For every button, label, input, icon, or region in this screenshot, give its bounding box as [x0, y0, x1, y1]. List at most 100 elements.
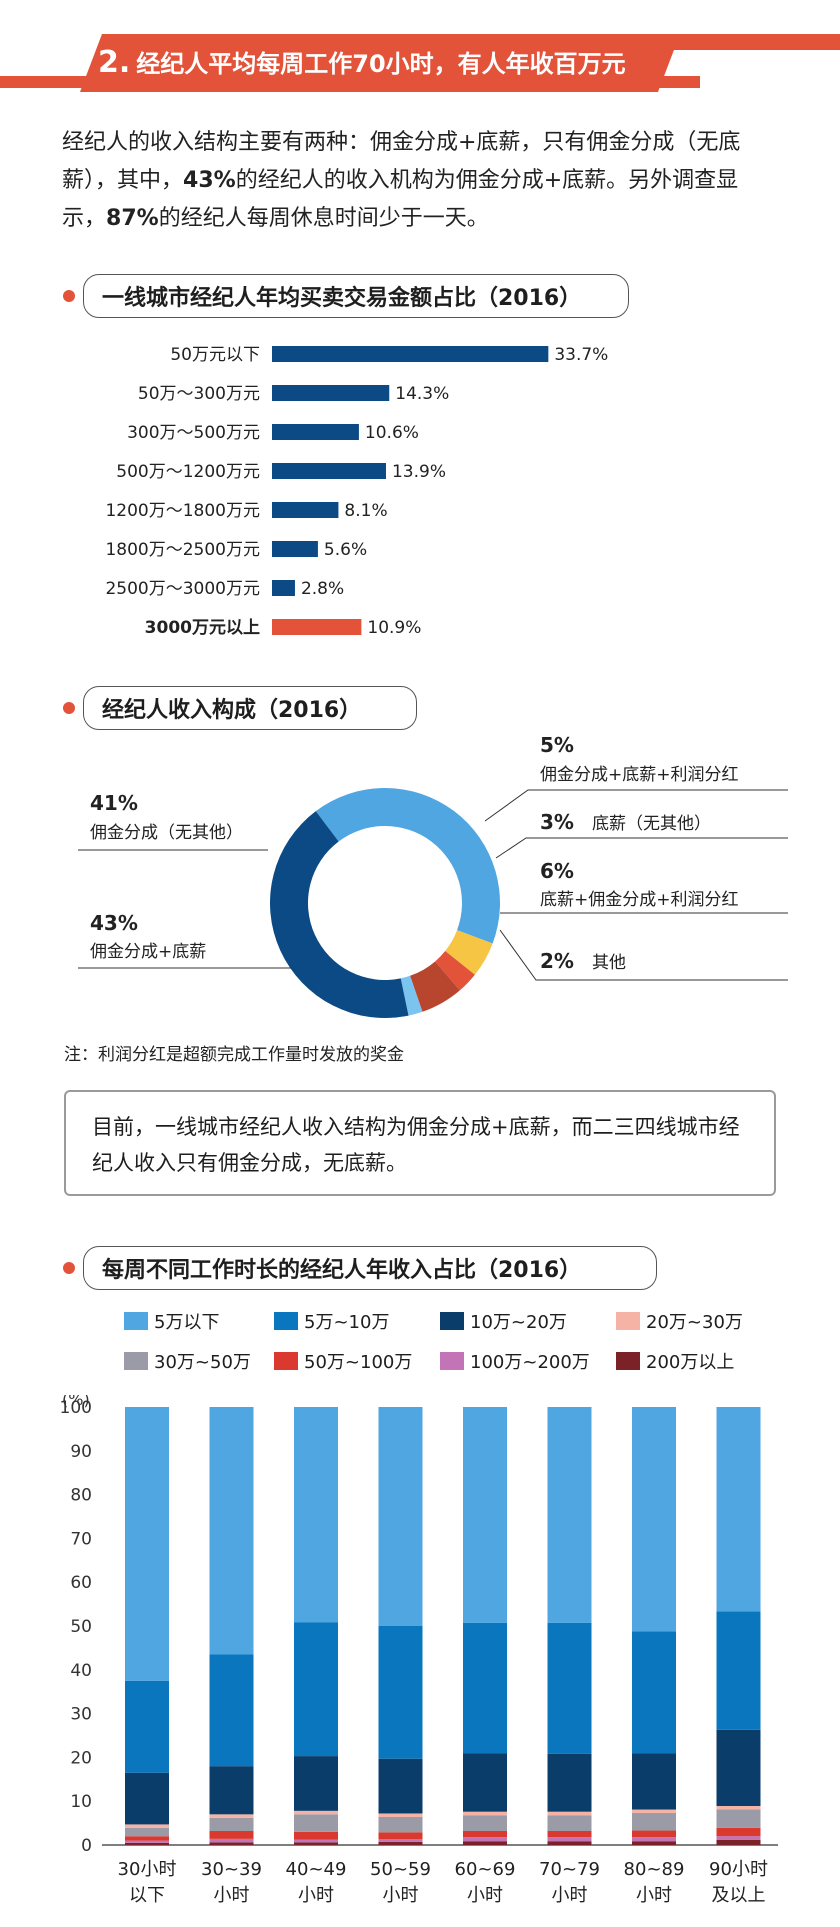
stack-segment: [378, 1816, 423, 1833]
donut-slice: [400, 975, 423, 1016]
donut-leader-line: [499, 929, 788, 981]
intro-text-1: 经纪人的收入结构主要有两种：佣金分成+底薪，只有佣金分成（无底薪），其中，: [62, 130, 741, 193]
donut-slice: [445, 930, 493, 975]
x-tick-label: 小时: [214, 1885, 250, 1906]
x-tick-label: 30小时: [118, 1859, 177, 1880]
legend-item: 5万以下: [124, 1308, 219, 1334]
stack-segment: [716, 1839, 761, 1845]
legend-label: 5万~10万: [304, 1312, 390, 1333]
donut-pct-label: 3%: [540, 810, 574, 834]
y-tick-label: 0: [81, 1836, 92, 1856]
stack-segment: [294, 1839, 338, 1843]
x-tick-label: 80~89: [624, 1859, 685, 1880]
section-banner: [80, 34, 680, 92]
y-tick-label: 10: [70, 1792, 92, 1812]
stack-segment: [463, 1622, 507, 1754]
intro-pct-1: 43%: [183, 168, 236, 193]
bar: [272, 619, 362, 635]
stack-segment: [209, 1842, 254, 1845]
stack-segment: [209, 1830, 254, 1839]
donut-slice: [410, 961, 460, 1012]
stack-segment: [294, 1842, 338, 1845]
stack-segment: [294, 1756, 338, 1811]
donut-pct-label: 41%: [90, 791, 138, 815]
stack-segment: [294, 1810, 338, 1815]
y-tick-label: 40: [70, 1661, 92, 1681]
legend-item: 200万以上: [616, 1348, 734, 1374]
donut-name-label: 其他: [592, 953, 626, 973]
donut-name-label: 底薪（无其他）: [592, 814, 711, 834]
x-tick-label: 30~39: [201, 1859, 262, 1880]
legend-swatch: [274, 1352, 298, 1370]
donut-chart: 41% 佣金分成（无其他） 43% 佣金分成+底薪 5% 佣金分成+底薪+利润分红 3% 底薪…: [78, 733, 788, 1018]
y-tick-label: 50: [70, 1617, 92, 1637]
bar-value-label: 2.8%: [301, 579, 344, 599]
stack-segment: [378, 1832, 423, 1840]
legend-label: 30万~50万: [154, 1352, 251, 1373]
stacked-chart-title: 每周不同工作时长的经纪人年收入占比（2016）: [83, 1246, 657, 1290]
stack-segment: [716, 1611, 761, 1730]
stack-segment: [632, 1809, 676, 1814]
legend-item: 30万~50万: [124, 1348, 251, 1374]
donut-name-label: 底薪+佣金分成+利润分红: [540, 890, 739, 910]
x-tick-label: 60~69: [455, 1859, 516, 1880]
bar-chart-title-text: 一线城市经纪人年均买卖交易金额占比（2016）: [102, 286, 582, 311]
y-axis-unit: (%): [62, 1395, 90, 1409]
bar-category-label: 2500万～3000万元: [105, 579, 260, 599]
stack-segment: [716, 1809, 761, 1828]
section-title-text: 经纪人平均每周工作70小时，有人年收百万元: [136, 50, 626, 78]
bar-category-label: 300万～500万元: [127, 423, 260, 443]
stack-segment: [378, 1839, 423, 1842]
x-tick-label: 小时: [552, 1885, 588, 1906]
bullet-dot-2: [63, 702, 75, 714]
intro-pct-2: 87%: [106, 206, 159, 231]
stack-segment: [632, 1753, 676, 1810]
stack-segment: [125, 1680, 169, 1773]
bar: [272, 463, 386, 479]
bar: [272, 385, 390, 401]
donut-slice: [435, 951, 475, 991]
stack-segment: [463, 1753, 507, 1812]
legend-label: 10万~20万: [470, 1312, 567, 1333]
bullet-dot-1: [63, 290, 75, 302]
bar-category-label: 1800万～2500万元: [105, 540, 260, 560]
bar-value-label: 10.6%: [365, 423, 419, 443]
section-title: 2. 经纪人平均每周工作70小时，有人年收百万元: [98, 44, 626, 80]
stack-segment: [716, 1827, 761, 1837]
legend-item: 20万~30万: [616, 1308, 743, 1334]
donut-name-label: 佣金分成+底薪+利润分红: [540, 765, 739, 785]
legend-swatch: [616, 1352, 640, 1370]
bar: [272, 580, 295, 596]
y-tick-label: 30: [70, 1705, 92, 1725]
legend-item: 10万~20万: [440, 1308, 567, 1334]
legend-label: 100万~200万: [470, 1352, 590, 1373]
legend-swatch: [440, 1312, 464, 1330]
stack-segment: [125, 1840, 169, 1843]
stack-segment: [547, 1753, 592, 1812]
y-tick-label: 80: [70, 1486, 92, 1506]
bar-chart-title: 一线城市经纪人年均买卖交易金额占比（2016）: [83, 274, 629, 318]
donut-name-label: 佣金分成+底薪: [90, 942, 206, 962]
stack-segment: [716, 1836, 761, 1840]
stack-segment: [125, 1772, 169, 1825]
stack-segment: [125, 1842, 169, 1845]
x-tick-label: 及以上: [712, 1885, 766, 1906]
stack-segment: [209, 1654, 254, 1767]
section-number: 2.: [98, 45, 131, 80]
legend-label: 20万~30万: [646, 1312, 743, 1333]
stack-segment: [378, 1758, 423, 1814]
stacked-chart-legend: 5万以下 5万~10万 10万~20万 20万~30万 30万~50万 50万~100万 1…: [124, 1308, 804, 1394]
stack-segment: [209, 1407, 254, 1655]
stack-segment: [632, 1830, 676, 1838]
legend-swatch: [274, 1312, 298, 1330]
stack-segment: [547, 1815, 592, 1831]
legend-label: 200万以上: [646, 1352, 735, 1373]
x-tick-label: 小时: [636, 1885, 672, 1906]
x-tick-label: 以下: [129, 1885, 165, 1906]
legend-swatch: [616, 1312, 640, 1330]
stack-segment: [547, 1622, 592, 1754]
stack-segment: [632, 1837, 676, 1842]
stack-segment: [463, 1830, 507, 1838]
stack-segment: [463, 1837, 507, 1842]
stack-segment: [463, 1811, 507, 1816]
